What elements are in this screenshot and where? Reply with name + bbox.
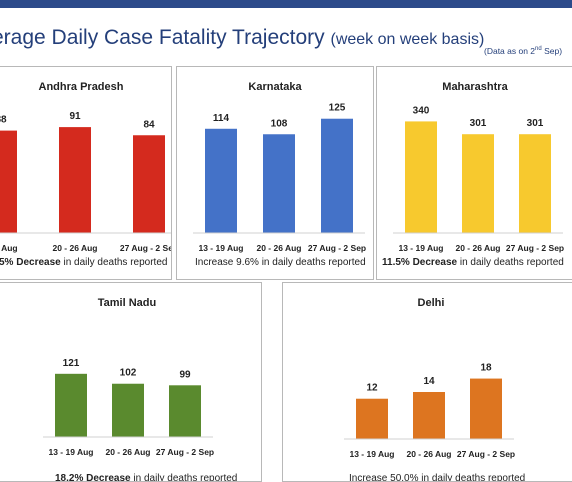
tick-label: 20 - 26 Aug	[406, 449, 451, 459]
data-label: 301	[470, 118, 487, 129]
bar	[356, 398, 388, 439]
panel-tamil-nadu: Tamil Nadu 121 13 - 19 Aug 102 20 - 26 Aug 9…	[0, 282, 262, 482]
tick-label: 20 - 26 Aug	[455, 243, 500, 253]
chart-svg: 121 13 - 19 Aug 102 20 - 26 Aug 99 27 Aug - 2…	[43, 358, 214, 457]
bar	[263, 134, 295, 233]
tick-label: 27 Aug - 2 Sep	[156, 447, 214, 457]
chart-title: Delhi	[417, 297, 445, 309]
data-label: 102	[120, 368, 137, 379]
tick-label: - 19 Aug	[0, 243, 18, 253]
caption-strong: 18.2% Decrease	[55, 473, 131, 482]
chart-svg: 114 13 - 19 Aug 108 20 - 26 Aug 125 27 Aug - …	[193, 103, 366, 253]
chart-title: Andhra Pradesh	[38, 81, 124, 93]
tick-label: 13 - 19 Aug	[398, 243, 443, 253]
caption-rest: Increase 9.6% in daily deaths reported	[195, 257, 366, 268]
caption-rest: Increase 50.0% in daily deaths reported	[349, 473, 526, 482]
note-sup: nd	[535, 46, 542, 53]
tick-label: 13 - 19 Aug	[48, 447, 93, 457]
tick-label: 13 - 19 Aug	[349, 449, 394, 459]
chart-caption: Increase 9.6% in daily deaths reported	[195, 257, 366, 268]
caption-strong: 11.5% Decrease	[382, 257, 458, 268]
header-bar	[0, 0, 572, 8]
tick-label: 20 - 26 Aug	[105, 447, 150, 457]
note-suffix: Sep)	[541, 46, 563, 56]
data-label: 99	[179, 369, 191, 380]
bar	[462, 134, 494, 233]
chart-title: Karnataka	[248, 81, 302, 93]
chart-caption: 18.2% Decrease in daily deaths reported	[55, 473, 238, 482]
data-label: 14	[423, 376, 435, 387]
title-subtitle: (week on week basis)	[330, 31, 485, 48]
chart-svg: 88 - 19 Aug 91 20 - 26 Aug 84 27 Aug - 2 Sep	[0, 111, 171, 253]
data-label: 114	[213, 113, 230, 124]
chart-caption: 11.5% Decrease in daily deaths reported	[382, 257, 564, 268]
tick-label: 13 - 19 Aug	[198, 243, 243, 253]
bar	[0, 130, 17, 233]
panel-delhi: Delhi 12 13 - 19 Aug 14 20 - 26 Aug 18 27 Aug…	[282, 282, 572, 482]
caption-rest: in daily deaths reported	[130, 473, 238, 482]
bar	[205, 128, 237, 233]
caption-rest: in daily deaths reported	[60, 257, 168, 268]
chart-caption: 5% Decrease in daily deaths reported	[0, 257, 167, 268]
bar	[519, 134, 551, 233]
chart-svg: 12 13 - 19 Aug 14 20 - 26 Aug 18 27 Aug - 2 S…	[344, 363, 515, 459]
tick-label: 27 Aug - 2 Sep	[506, 243, 564, 253]
chart-title: Maharashtra	[442, 81, 508, 93]
note-prefix: (Data as on 2	[484, 46, 536, 56]
panel-karnataka: Karnataka 114 13 - 19 Aug 108 20 - 26 Aug 12…	[176, 66, 374, 280]
data-label: 18	[480, 363, 492, 374]
tick-label: 20 - 26 Aug	[256, 243, 301, 253]
bar	[321, 118, 353, 233]
page-title: erage Daily Case Fatality Trajectory (we…	[0, 26, 484, 50]
bar	[470, 378, 502, 439]
bar	[405, 121, 437, 233]
data-label: 91	[69, 111, 81, 122]
panel-andhra-pradesh: Andhra Pradesh 88 - 19 Aug 91 20 - 26 Aug 84…	[0, 66, 172, 280]
caption-rest: in daily deaths reported	[457, 257, 564, 268]
tick-label: 27 Aug - 2 Sep	[308, 243, 366, 253]
data-label: 84	[143, 119, 155, 130]
bar	[55, 373, 87, 437]
chart-title: Tamil Nadu	[97, 297, 157, 309]
data-label: 125	[329, 103, 346, 114]
data-label: 121	[63, 358, 80, 369]
caption-strong: 5% Decrease	[0, 257, 61, 268]
title-text: erage Daily Case Fatality Trajectory	[0, 26, 325, 49]
data-label: 108	[271, 118, 288, 129]
bar	[112, 383, 144, 437]
data-date-note: (Data as on 2nd Sep)	[484, 46, 562, 56]
tick-label: 27 Aug - 2 Sep	[120, 243, 171, 253]
panel-maharashtra: Maharashtra 340 13 - 19 Aug 301 20 - 26 Aug…	[376, 66, 572, 280]
bar	[59, 127, 91, 233]
data-label: 12	[366, 383, 378, 394]
title-row: erage Daily Case Fatality Trajectory (we…	[0, 8, 572, 63]
tick-label: 27 Aug - 2 Sep	[457, 449, 515, 459]
bar	[133, 135, 165, 233]
bar	[169, 385, 201, 437]
chart-svg: 340 13 - 19 Aug 301 20 - 26 Aug 301 27 Aug - …	[393, 105, 564, 253]
data-label: 88	[0, 115, 7, 126]
data-label: 340	[413, 105, 430, 116]
tick-label: 20 - 26 Aug	[52, 243, 97, 253]
chart-caption: Increase 50.0% in daily deaths reported	[349, 473, 526, 482]
bar	[413, 392, 445, 439]
data-label: 301	[527, 118, 544, 129]
